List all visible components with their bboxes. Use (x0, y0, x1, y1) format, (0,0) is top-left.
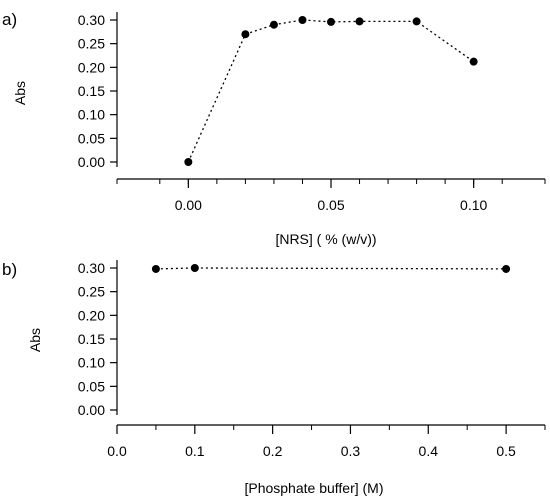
panel-a-data-point (269, 20, 278, 29)
panel-b-label: b) (2, 260, 17, 279)
panel-b-x-axis-label: [Phosphate buffer] (M) (244, 480, 383, 496)
panel-b-y-tick-label: 0.25 (78, 284, 105, 300)
panel-a-y-tick-label: 0.20 (78, 59, 105, 75)
panel-a-series-line (187, 19, 475, 163)
panel-a-data-point (327, 17, 335, 26)
panel-b-data-point (502, 264, 511, 273)
panel-b-y-tick-label: 0.15 (78, 331, 105, 347)
panel-b-y-tick-label: 0.20 (78, 307, 105, 323)
panel-a-y-tick-label: 0.10 (78, 107, 105, 123)
panel-a-data-point (412, 17, 421, 26)
panel-b-y-tick-label: 0.10 (78, 355, 105, 371)
panel-a-data-point (241, 30, 250, 39)
panel-b-series-line (155, 267, 507, 270)
panel-b-x-tick-label: 0.2 (263, 443, 283, 459)
panel-b-x-tick-label: 0.4 (419, 443, 439, 459)
panel-a-y-tick-label: 0.00 (78, 154, 105, 170)
panel-a-y-axis-label: Abs (12, 81, 28, 105)
panel-b-data-point (151, 264, 160, 273)
panel-b-y-axis-label: Abs (27, 328, 43, 352)
panel-b-y-tick-label: 0.05 (78, 378, 105, 394)
panel-b-data-point (190, 264, 199, 272)
panel-a-data-point (184, 158, 193, 166)
panel-b-x-tick-label: 0.0 (107, 443, 127, 459)
panel-b-x-tick-label: 0.3 (341, 443, 361, 459)
panel-a-x-tick-label: 0.10 (460, 197, 487, 213)
panel-a-x-tick-label: 0.05 (317, 197, 344, 213)
panel-b-x-tick-label: 0.5 (496, 443, 516, 459)
panel-b-x-tick-label: 0.1 (185, 443, 205, 459)
panel-a-y-tick-label: 0.05 (78, 130, 105, 146)
panel-b: b) Abs [Phosphate buffer] (M) 0.00 0.05 0.… (2, 260, 546, 496)
panel-a-y-tick-label: 0.30 (78, 12, 105, 28)
panel-b-y-tick-label: 0.30 (78, 260, 105, 276)
panel-a-y-tick-label: 0.25 (78, 36, 105, 52)
panel-a-data-point (469, 57, 478, 66)
panel-a-y-tick-label: 0.15 (78, 83, 105, 99)
panel-a-x-axis-label: [NRS] ( % (w/v)) (275, 231, 376, 247)
panel-a-data-point (298, 16, 307, 24)
panel-a-x-tick-label: 0.00 (175, 197, 202, 213)
panel-a-data-point (355, 17, 364, 26)
panel-b-y-tick-label: 0.00 (78, 402, 105, 418)
panel-a-label: a) (2, 10, 17, 29)
panel-a: a) Abs [NRS] ( % (w/v)) 0.00 0.05 0.10 0.15… (2, 10, 546, 247)
